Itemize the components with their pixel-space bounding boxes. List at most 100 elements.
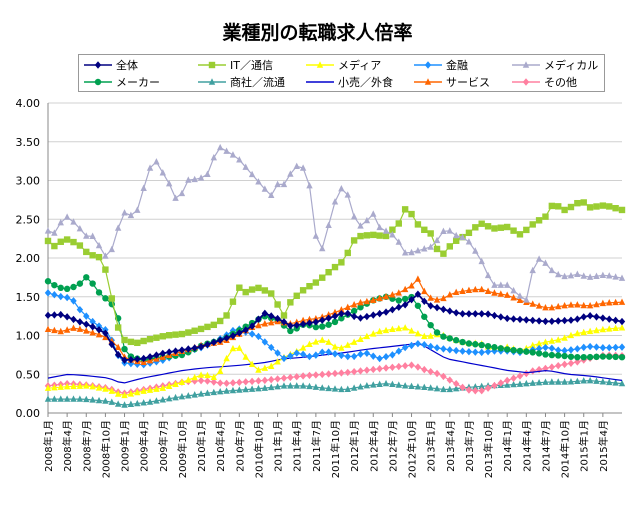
data-point xyxy=(421,297,428,305)
legend-marker xyxy=(208,61,216,69)
data-point xyxy=(363,366,371,374)
data-point xyxy=(178,189,186,197)
data-point xyxy=(178,392,186,400)
data-point xyxy=(574,354,581,361)
data-point xyxy=(555,361,562,370)
data-point xyxy=(261,287,269,294)
data-point xyxy=(325,370,332,378)
data-point xyxy=(261,338,269,346)
data-point xyxy=(114,400,122,407)
data-point xyxy=(357,383,364,390)
data-point xyxy=(535,217,543,224)
data-point xyxy=(370,330,377,337)
data-point xyxy=(535,339,543,347)
x-tick-label: 2013年4月 xyxy=(444,420,457,472)
data-point xyxy=(440,345,447,353)
chart-title: 業種別の転職求人倍率 xyxy=(222,22,413,44)
data-point xyxy=(287,299,294,306)
data-point xyxy=(223,334,230,342)
data-point xyxy=(401,343,409,352)
data-point xyxy=(586,204,594,211)
data-point xyxy=(344,191,351,198)
data-point xyxy=(319,384,326,391)
data-point xyxy=(452,288,460,296)
data-point xyxy=(274,382,281,390)
data-point xyxy=(114,343,122,350)
data-point xyxy=(612,273,619,280)
x-tick-label: 2009年10月 xyxy=(176,420,189,478)
data-point xyxy=(236,284,243,291)
data-point xyxy=(261,320,269,327)
data-point xyxy=(63,326,71,333)
data-point xyxy=(95,396,103,404)
data-point xyxy=(465,347,473,356)
y-tick-label: 4.00 xyxy=(16,97,41,110)
data-point xyxy=(280,318,288,326)
x-tick-label: 2009年1月 xyxy=(119,420,132,472)
data-point xyxy=(618,354,626,361)
x-tick-label: 2011年10月 xyxy=(329,420,342,478)
data-point xyxy=(338,309,345,318)
data-point xyxy=(299,320,307,328)
data-point xyxy=(350,301,358,308)
data-point xyxy=(293,292,300,299)
data-point xyxy=(312,323,320,331)
x-tick-label: 2013年10月 xyxy=(482,420,495,478)
data-point xyxy=(140,184,147,191)
data-point xyxy=(523,316,530,324)
data-point xyxy=(548,266,556,274)
series-line xyxy=(47,327,623,397)
data-point xyxy=(395,347,402,355)
data-point xyxy=(357,298,364,306)
data-point xyxy=(440,385,447,393)
data-point xyxy=(140,354,147,363)
data-point xyxy=(83,274,90,281)
data-point xyxy=(440,305,447,314)
data-point xyxy=(599,314,607,322)
data-point xyxy=(612,343,619,352)
data-point xyxy=(146,398,154,405)
data-point xyxy=(465,238,473,245)
data-point xyxy=(574,199,581,207)
data-point xyxy=(427,342,434,351)
data-point xyxy=(134,388,141,396)
data-point xyxy=(331,308,339,316)
x-tick-label: 2012年7月 xyxy=(386,420,399,472)
data-point xyxy=(76,318,84,326)
data-point xyxy=(370,352,377,360)
data-point xyxy=(185,376,192,383)
data-point xyxy=(146,336,154,343)
data-point xyxy=(223,147,230,154)
plot-area xyxy=(44,143,626,408)
data-point xyxy=(268,290,275,297)
data-point xyxy=(89,280,96,287)
data-point xyxy=(421,313,428,320)
data-point xyxy=(567,353,575,360)
legend-swatch xyxy=(414,61,442,69)
legend-item: 全体 xyxy=(83,56,138,74)
data-point xyxy=(114,390,122,397)
data-point xyxy=(319,274,326,281)
data-point xyxy=(593,326,600,334)
data-point xyxy=(357,367,364,375)
data-point xyxy=(70,218,77,225)
data-point xyxy=(229,332,237,340)
data-point xyxy=(306,352,313,361)
data-point xyxy=(153,397,160,404)
data-point xyxy=(421,383,428,390)
x-tick-label: 2008年7月 xyxy=(80,420,93,472)
data-point xyxy=(261,185,269,192)
legend-swatch xyxy=(84,61,112,69)
data-point xyxy=(319,316,326,324)
data-point xyxy=(529,341,536,349)
data-point xyxy=(108,387,115,394)
data-point xyxy=(261,364,269,371)
data-point xyxy=(44,311,52,320)
data-point xyxy=(414,330,422,337)
data-point xyxy=(401,206,409,213)
data-point xyxy=(108,398,115,405)
data-point xyxy=(134,355,141,363)
data-point xyxy=(363,297,371,305)
data-point xyxy=(452,231,460,239)
legend-swatch xyxy=(198,78,226,85)
